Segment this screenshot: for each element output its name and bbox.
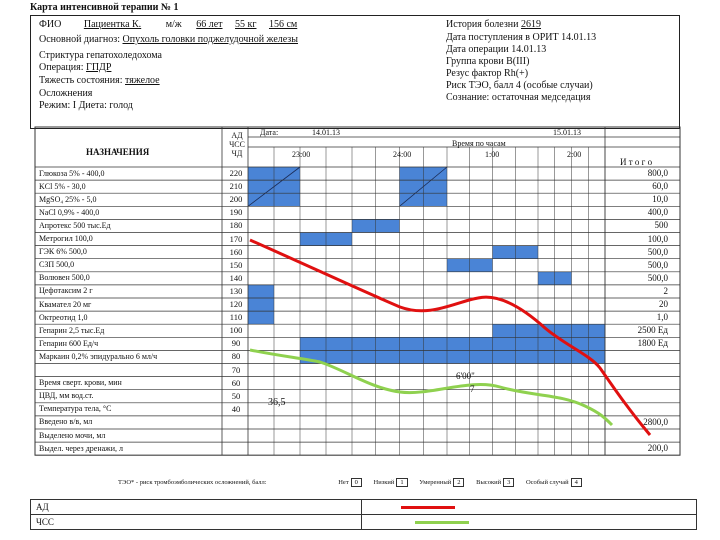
time-label: Время по часам (452, 139, 506, 148)
row-total: 500,0 (647, 246, 668, 257)
scale-tick: 40 (231, 403, 241, 414)
prescription-row-label: NaCl 0,9% - 400,0 (39, 207, 100, 217)
history-number: История болезни 2619 (446, 19, 542, 30)
prescription-row-label: Введено в/в, мл (39, 417, 93, 427)
rh-factor: Резус фактор Rh(+) (446, 68, 529, 79)
time-col-4: 2:00 (567, 150, 582, 159)
prescription-row-label: ГЭК 6% 500,0 (39, 247, 87, 257)
scale-tick: 210 (229, 181, 243, 192)
row-total: 800,0 (647, 168, 668, 178)
prescription-row-label: Октреотид 1,0 (39, 312, 88, 322)
prescription-row-label: Маркаин 0,2% эпидурально 6 мл/ч (39, 351, 158, 361)
row-total: 200,0 (647, 443, 668, 454)
time-col-2: 24:00 (393, 150, 412, 159)
prescription-row-label: Цефотаксим 2 г (39, 286, 93, 296)
row-total: 400,0 (647, 207, 668, 218)
scale-tick: 90 (231, 338, 241, 349)
vitals-head: АД ЧСС ЧД (229, 131, 245, 158)
scale-tick: 150 (229, 259, 243, 270)
prescription-row-label: Время сверт. крови, мин (39, 378, 122, 388)
scale-tick: 160 (229, 246, 243, 257)
clot-time-value: 6'00" (456, 371, 475, 381)
teo-risk: Риск ТЭО, балл 4 (особые случаи) (446, 80, 593, 91)
scale-tick: 70 (231, 364, 241, 375)
scale-tick: 100 (229, 325, 243, 336)
prescription-row-label: Глюкоза 5% - 400,0 (39, 168, 105, 178)
operation-date: Дата операции 14.01.13 (446, 44, 547, 55)
prescription-row-label: Волювен 500,0 (39, 273, 90, 283)
date-label: Дата: (260, 128, 279, 137)
prescriptions-heading: НАЗНАЧЕНИЯ (86, 147, 150, 157)
temperature-value: 36,5 (268, 397, 286, 408)
diagnosis: Основной диагноз: Опухоль головки поджел… (39, 34, 298, 45)
scale-tick: 130 (229, 285, 243, 296)
legend-chss-line (415, 521, 469, 524)
admission-date: Дата поступления в ОРИТ 14.01.13 (446, 32, 597, 43)
prescription-row-label: Выделено мочи, мл (39, 430, 106, 440)
scale-tick: 110 (229, 312, 243, 323)
complications: Осложнения (39, 88, 93, 99)
prescription-row-label: KCl 5% - 30,0 (39, 181, 86, 191)
row-total: 1,0 (656, 312, 668, 323)
legend-chss: ЧСС (31, 515, 696, 530)
patient-header: ФИО Пациентка К. м/ж 66 лет 55 кг 156 см… (30, 15, 680, 129)
scale-tick: 200 (229, 194, 243, 205)
scale-tick: 60 (231, 377, 241, 388)
patient-line-1: ФИО Пациентка К. м/ж 66 лет 55 кг 156 см (39, 19, 298, 30)
prescription-row-label: ЦВД, мм вод.ст. (39, 391, 94, 401)
prescription-row-label: Выдел. через дренажи, л (39, 443, 123, 453)
chart-grid (34, 126, 681, 456)
row-total: 20 (659, 299, 668, 309)
row-total: 2800,0 (643, 416, 668, 427)
date-2: 15.01.13 (553, 128, 581, 137)
row-total: 60,0 (652, 181, 668, 192)
row-total: 2 (663, 285, 669, 296)
scale-tick: 120 (229, 299, 243, 309)
time-col-1: 23:00 (292, 150, 311, 159)
severity: Тяжесть состояния: тяжелое (39, 75, 160, 86)
blood-group: Группа крови В(III) (446, 56, 530, 67)
operation: Операция: ГПДР (39, 62, 112, 73)
prescription-row-label: Апротекс 500 тыс.Ед (39, 220, 111, 230)
row-total: 100,0 (647, 233, 668, 244)
row-total: 500 (654, 220, 669, 231)
risk-scale: ТЭО* - риск тромбоэмболических осложнени… (118, 478, 584, 487)
scale-tick: 220 (229, 168, 243, 178)
row-total: 500,0 (647, 272, 668, 283)
prescription-row-label: Квамател 20 мг (39, 299, 92, 309)
ad-curve (249, 238, 652, 436)
time-col-3: 1:00 (485, 150, 500, 159)
row-total: 10,0 (652, 194, 668, 205)
card-title: Карта интенсивной терапии № 1 (30, 2, 179, 13)
row-total: 1800 Ед (637, 338, 668, 349)
stricture: Стриктура гепатохоледохома (39, 50, 162, 61)
legend-ad-line (401, 506, 455, 509)
legend: АД ЧСС (30, 499, 697, 530)
regime-diet: Режим: I Диета: голод (39, 100, 133, 111)
scale-tick: 190 (229, 207, 243, 218)
prescription-row-label: Гепарин 2,5 тыс.Ед (39, 325, 105, 335)
scale-tick: 140 (229, 272, 243, 283)
scale-tick: 50 (231, 390, 241, 401)
consciousness: Сознание: остаточная медседация (446, 92, 591, 103)
prescription-row-label: MgSO₄ 25% - 5,0 (39, 194, 97, 204)
prescription-row-label: Метрогил 100,0 (39, 234, 93, 243)
row-total: 500,0 (647, 259, 668, 270)
total-header: И т о г о (620, 157, 653, 167)
infusion-block (248, 284, 274, 325)
scale-tick: 80 (231, 351, 241, 362)
prescription-row-label: Температура тела, °С (39, 404, 112, 414)
vital-curves (249, 238, 652, 436)
date-1: 14.01.13 (312, 128, 340, 137)
scale-tick: 180 (229, 220, 243, 231)
prescription-row-label: Гепарин 600 Ед/ч (39, 338, 99, 348)
scale-tick: 170 (229, 233, 243, 244)
cvp-value: 7 (470, 384, 475, 394)
row-total: 2500 Ед (637, 325, 668, 336)
legend-ad: АД (31, 500, 696, 515)
chss-curve (249, 348, 614, 427)
prescription-row-label: СЗП 500,0 (39, 260, 75, 270)
